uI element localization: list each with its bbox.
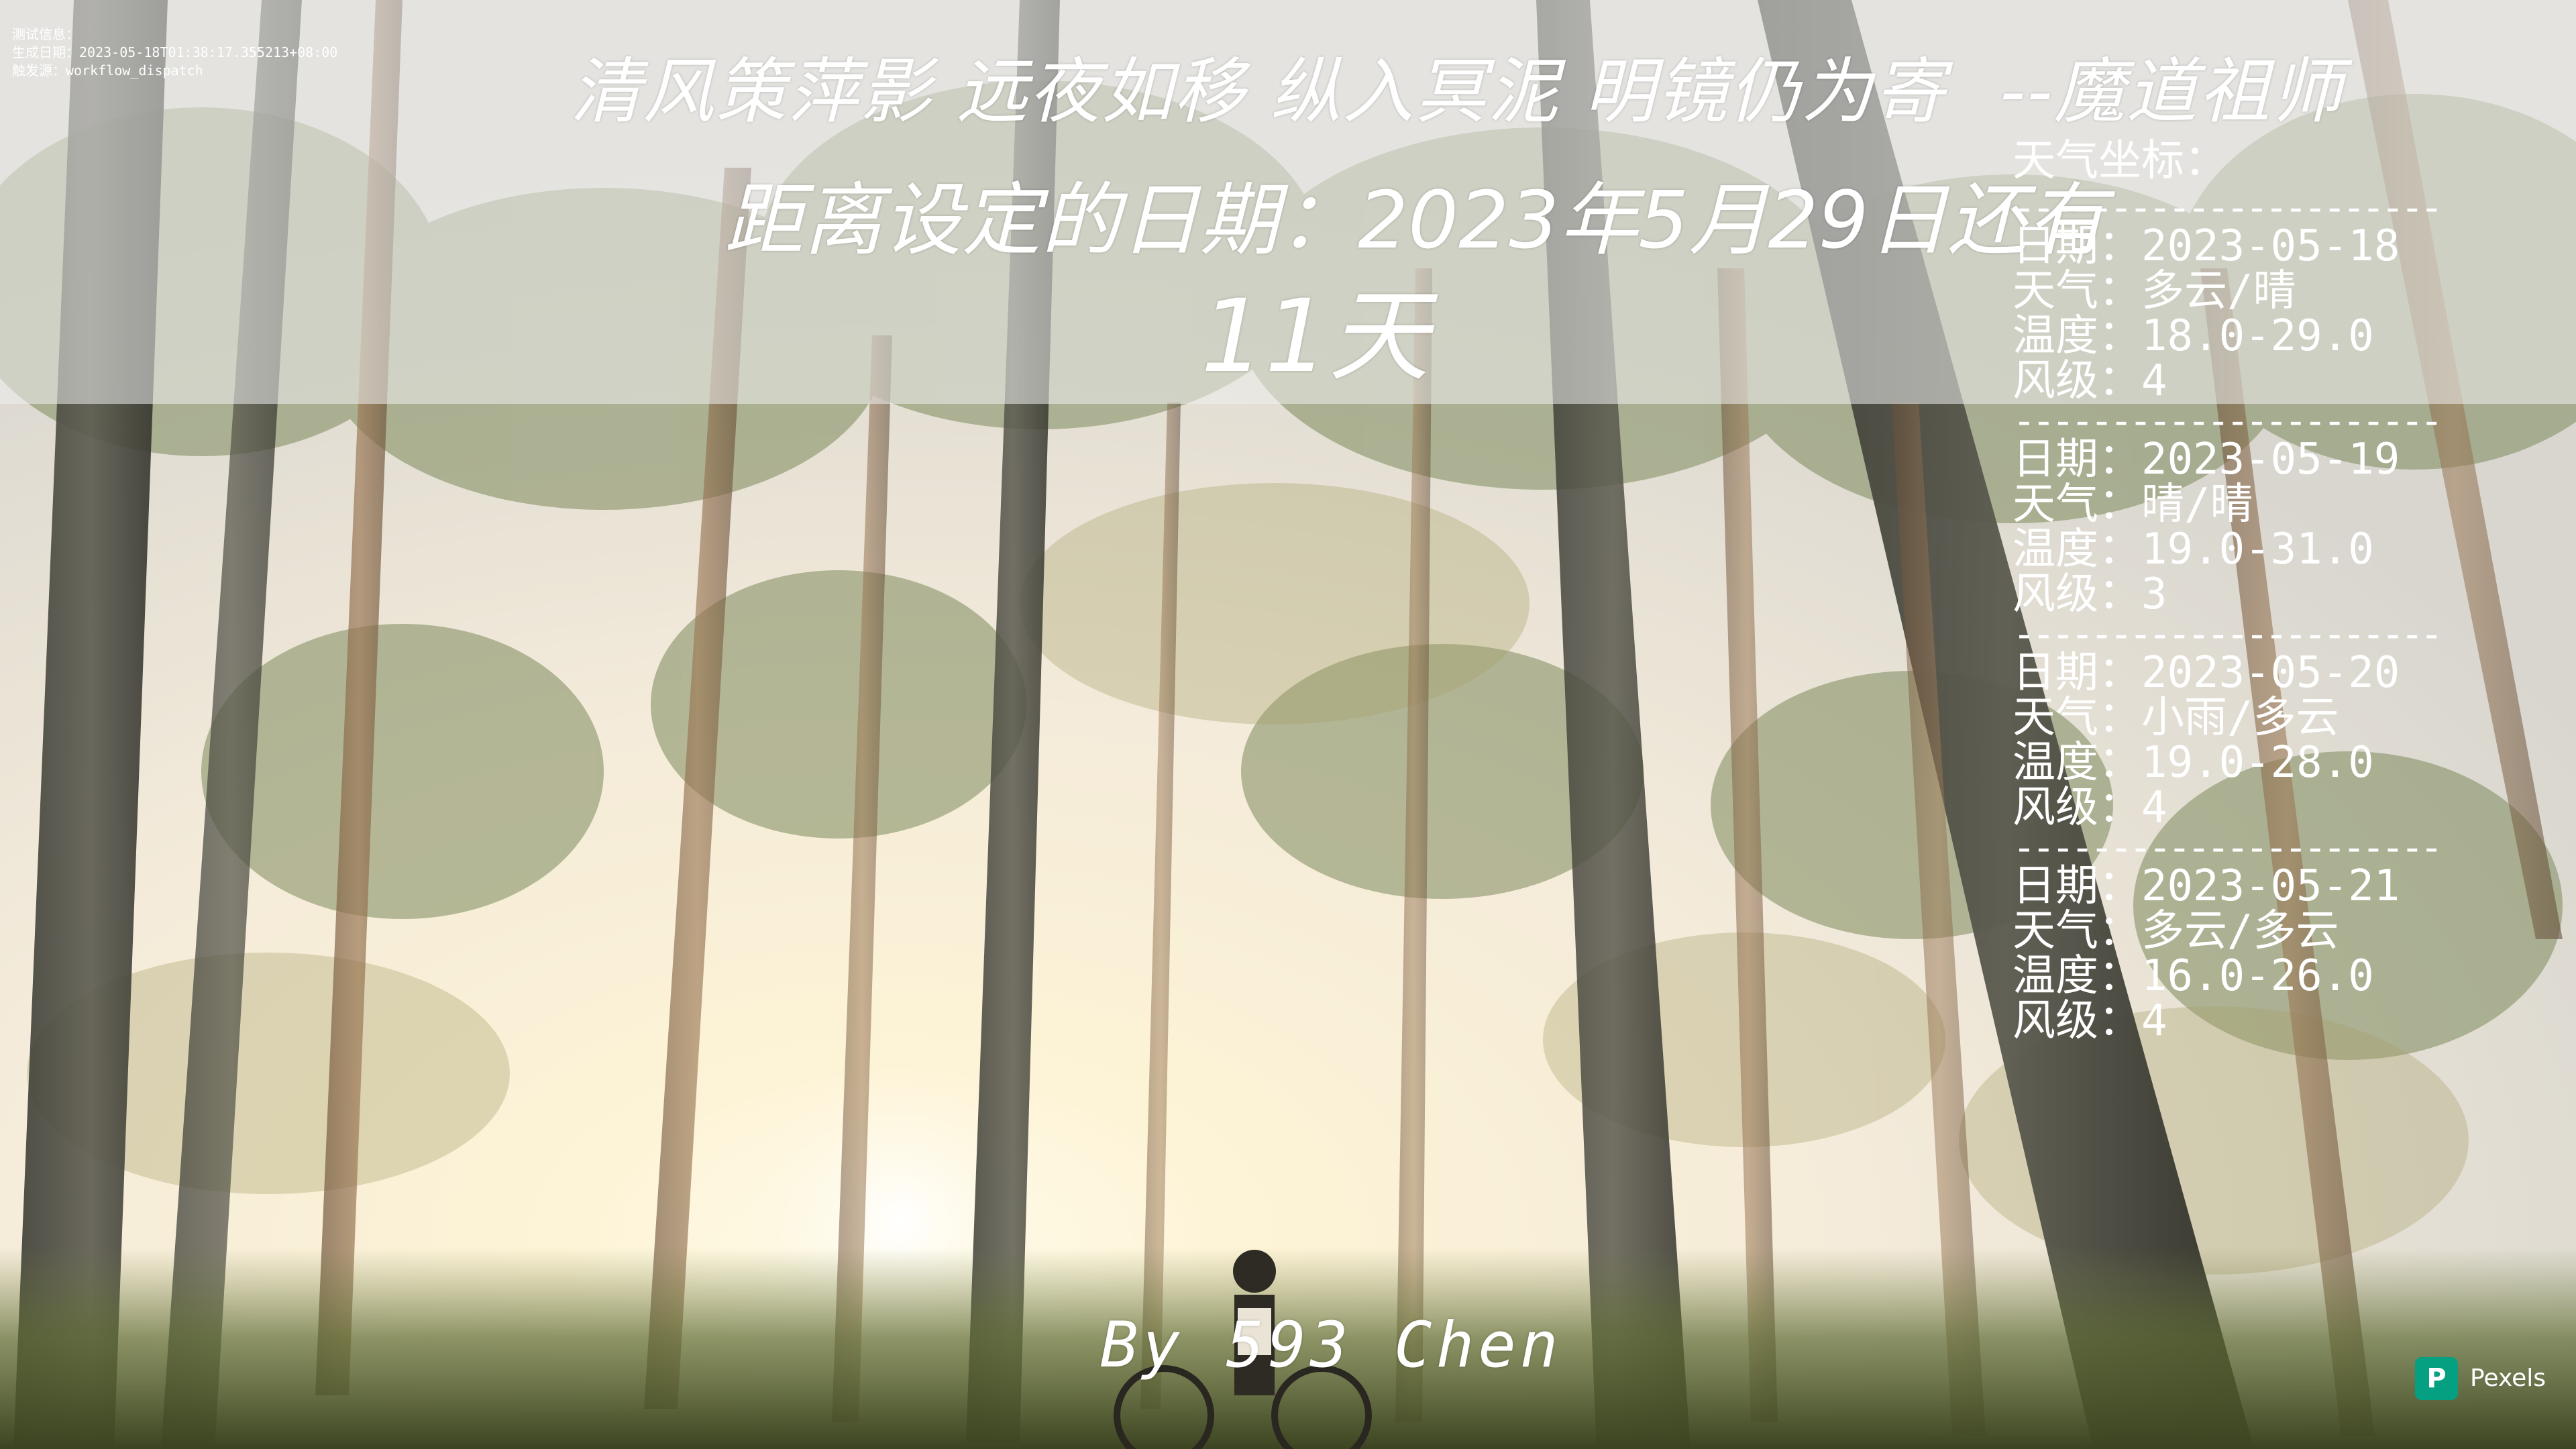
pexels-watermark: P Pexels (2415, 1356, 2546, 1401)
weather-temperature: 温度：16.0-26.0 (2012, 951, 2374, 1001)
debug-generated-date: 生成日期：2023-05-18T01:38:17.355213+08:00 (12, 44, 338, 60)
weather-condition: 天气：多云/多云 (2012, 906, 2339, 956)
weather-wind: 风级：4 (2012, 356, 2167, 406)
weather-date: 日期：2023-05-18 (2012, 221, 2400, 271)
quote-line: 清风策萍影 远夜如移 纵入冥泥 明镜仍为寄 --魔道祖师 (570, 42, 2343, 142)
weather-temperature: 温度：19.0-31.0 (2012, 525, 2374, 574)
weather-temperature: 温度：19.0-28.0 (2012, 738, 2374, 788)
debug-label: 测试信息： (12, 26, 79, 42)
weather-condition: 天气：晴/晴 (2012, 480, 2253, 529)
weather-separator: ------------------------ (2012, 404, 2443, 437)
weather-day-4: 日期：2023-05-21 天气：多云/多云 温度：16.0-26.0 风级：4 (2012, 864, 2449, 1044)
weather-condition: 天气：多云/晴 (2012, 266, 2296, 316)
pexels-label: Pexels (2470, 1364, 2546, 1392)
weather-wind: 风级：4 (2012, 783, 2167, 833)
weather-wind: 风级：3 (2012, 570, 2167, 619)
weather-condition: 天气：小雨/多云 (2012, 693, 2339, 743)
author-byline: By 593 Chen (1100, 1309, 1562, 1382)
pexels-logo-icon: P (2415, 1357, 2458, 1400)
weather-day-1: 日期：2023-05-18 天气：多云/晴 温度：18.0-29.0 风级：4 (2012, 224, 2449, 404)
top-translucent-band (0, 0, 2576, 404)
quote-author: --魔道祖师 (2000, 50, 2344, 133)
debug-info: 测试信息： 生成日期：2023-05-18T01:38:17.355213+08… (12, 25, 337, 80)
weather-day-3: 日期：2023-05-20 天气：小雨/多云 温度：19.0-28.0 风级：4 (2012, 651, 2449, 830)
quote-text: 清风策萍影 远夜如移 纵入冥泥 明镜仍为寄 (570, 50, 1947, 133)
weather-title: 天气坐标： (2012, 136, 2227, 186)
weather-date: 日期：2023-05-20 (2012, 648, 2400, 698)
weather-day-2: 日期：2023-05-19 天气：晴/晴 温度：19.0-31.0 风级：3 (2012, 437, 2449, 617)
countdown-days: 11天 (1201, 278, 1430, 395)
weather-date: 日期：2023-05-19 (2012, 435, 2400, 484)
countdown-text: 距离设定的日期：2023年5月29日还有 (724, 174, 2106, 266)
weather-separator: ------------------------ (2012, 191, 2443, 224)
weather-wind: 风级：4 (2012, 996, 2167, 1046)
weather-separator: ------------------------ (2012, 617, 2443, 651)
weather-separator: ------------------------ (2012, 830, 2443, 864)
weather-panel: 天气坐标： ------------------------ 日期：2023-0… (2012, 131, 2449, 1044)
weather-temperature: 温度：18.0-29.0 (2012, 311, 2374, 361)
weather-date: 日期：2023-05-21 (2012, 861, 2400, 911)
debug-trigger-source: 触发源：workflow_dispatch (12, 62, 203, 78)
